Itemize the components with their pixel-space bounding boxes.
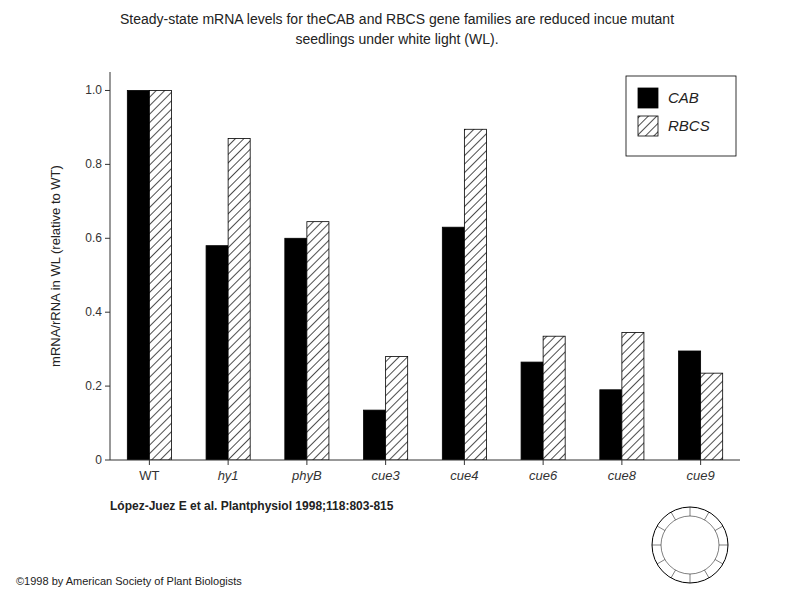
- seal-ray: [671, 512, 676, 520]
- x-tick: [700, 460, 701, 465]
- bar: [521, 362, 543, 460]
- y-tick: [105, 90, 110, 91]
- bar: [364, 410, 386, 460]
- x-tick: [621, 460, 622, 465]
- subtitle: seedlings under white light (WL).: [295, 31, 498, 47]
- x-tick: [228, 460, 229, 465]
- seal-outer: [652, 507, 728, 583]
- y-tick-label: 0.2: [85, 379, 102, 393]
- x-tick-label: cue4: [450, 468, 478, 483]
- seal-ray: [657, 526, 665, 531]
- legend-swatch: [638, 88, 658, 108]
- seal-ray: [671, 570, 676, 578]
- seal-ray: [705, 512, 710, 520]
- bar: [543, 336, 565, 460]
- y-tick-label: 0.8: [85, 157, 102, 171]
- bar: [307, 222, 329, 460]
- seal-ray: [715, 526, 723, 531]
- x-tick-label: cue3: [372, 468, 401, 483]
- seal-inner: [661, 516, 719, 574]
- seal-ray: [690, 507, 691, 516]
- x-tick-label: cue6: [529, 468, 558, 483]
- bar: [622, 333, 644, 460]
- y-tick: [105, 164, 110, 165]
- y-tick-label: 1.0: [85, 83, 102, 97]
- citation: López-Juez E et al. Plantphysiol 1998;11…: [110, 499, 394, 513]
- y-tick: [105, 238, 110, 239]
- bar: [464, 129, 486, 460]
- legend-label: CAB: [668, 89, 699, 106]
- x-tick: [306, 460, 307, 465]
- y-axis-line: [110, 72, 111, 460]
- x-tick: [385, 460, 386, 465]
- legend-label: RBCS: [668, 117, 710, 134]
- legend-swatch: [638, 116, 658, 136]
- bar: [127, 90, 149, 460]
- y-tick: [105, 312, 110, 313]
- x-tick-label: cue9: [687, 468, 715, 483]
- x-tick: [149, 460, 150, 465]
- y-axis-label: mRNA/rRNA in WL (relative to WT): [48, 165, 63, 367]
- bar: [442, 227, 464, 460]
- x-tick-label: cue8: [608, 468, 637, 483]
- x-tick: [543, 460, 544, 465]
- seal-ray: [719, 545, 728, 546]
- x-tick: [464, 460, 465, 465]
- seal-ray: [705, 570, 710, 578]
- bar: [701, 373, 723, 460]
- seal: [652, 507, 728, 583]
- x-axis-line: [110, 460, 740, 461]
- y-tick: [105, 386, 110, 387]
- y-tick: [105, 460, 110, 461]
- seal-ray: [715, 560, 723, 565]
- bar: [149, 90, 171, 460]
- bar: [285, 238, 307, 460]
- bar: [679, 351, 701, 460]
- copyright: ©1998 by American Society of Plant Biolo…: [16, 575, 242, 587]
- x-tick-label: WT: [139, 468, 159, 483]
- title: Steady-state mRNA levels for theCAB and …: [120, 11, 674, 27]
- chart: Steady-state mRNA levels for theCAB and …: [0, 0, 794, 595]
- seal-ray: [657, 560, 665, 565]
- bar: [600, 390, 622, 460]
- legend: CAB RBCS: [626, 76, 736, 156]
- bar: [206, 246, 228, 460]
- y-tick-label: 0.6: [85, 231, 102, 245]
- y-tick-label: 0.4: [85, 305, 102, 319]
- seal-ray: [652, 545, 661, 546]
- legend-frame: [626, 76, 736, 156]
- x-tick-label: phyB: [291, 468, 322, 483]
- bar: [386, 357, 408, 460]
- x-tick-label: hy1: [218, 468, 239, 483]
- y-tick-label: 0: [95, 453, 102, 467]
- seal-ray: [690, 574, 691, 583]
- bar: [228, 139, 250, 460]
